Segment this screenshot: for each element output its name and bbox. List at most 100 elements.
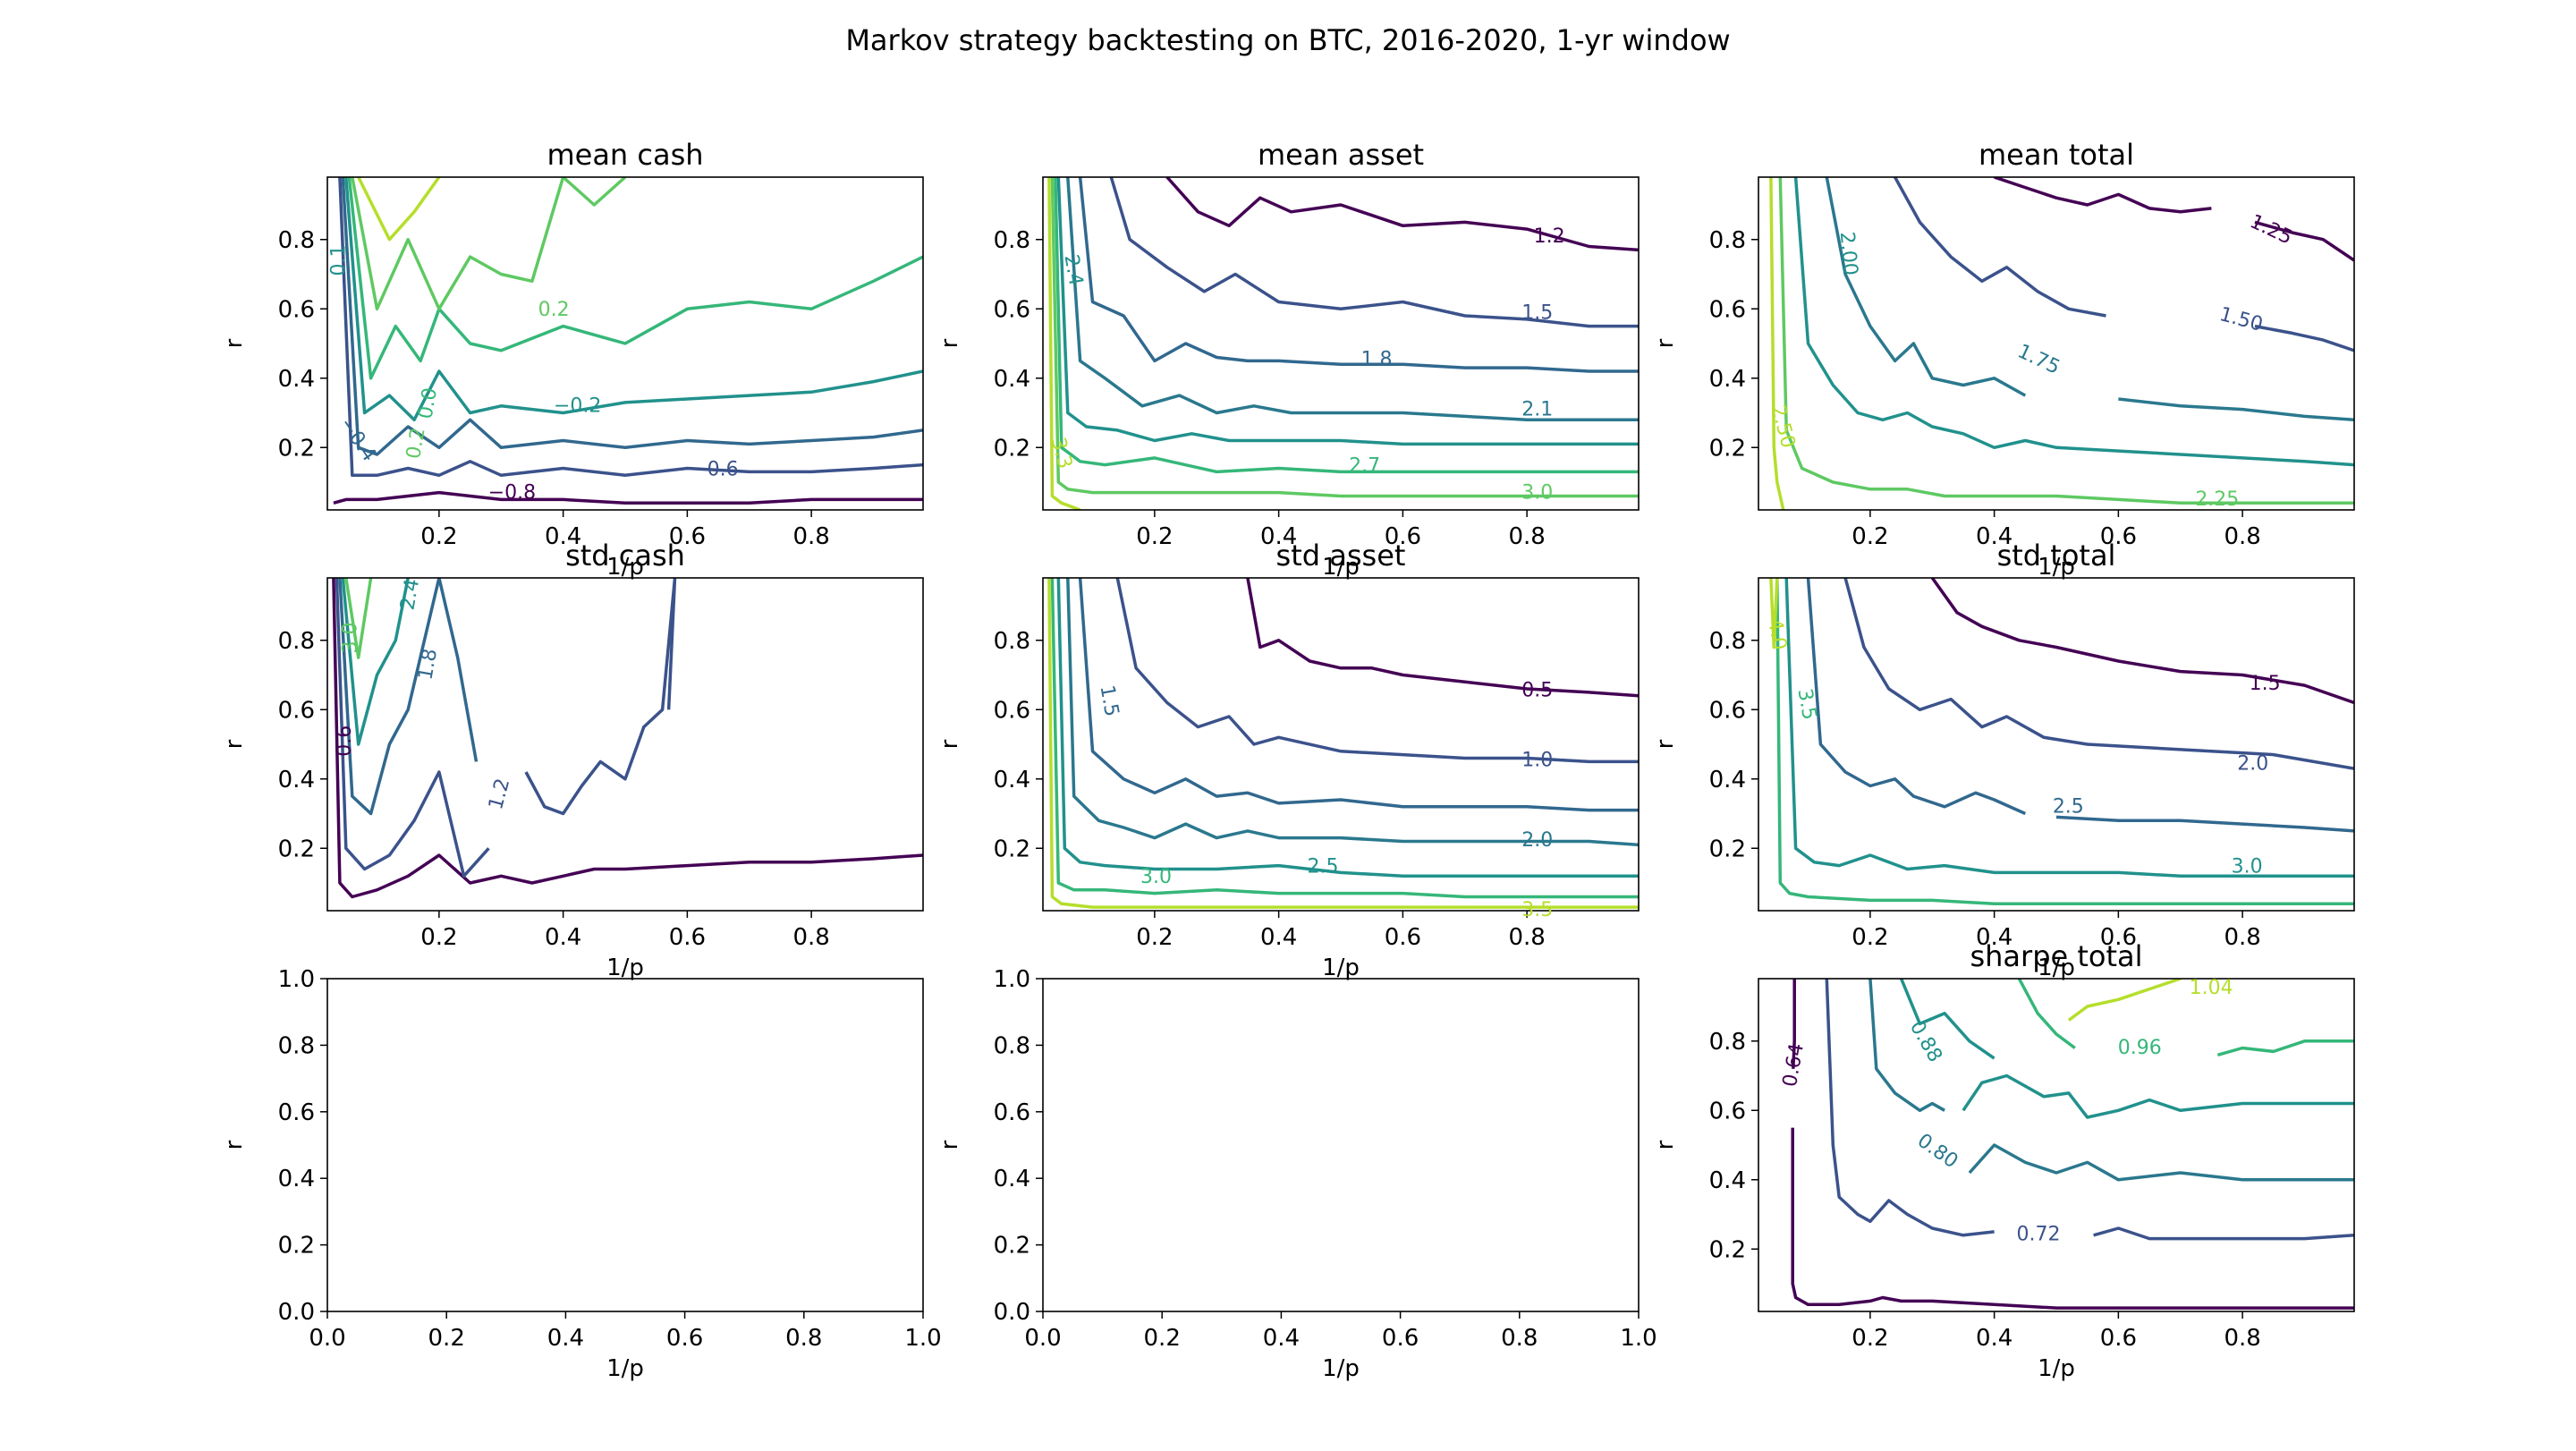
x-tick-label: 0.4: [1260, 924, 1297, 951]
y-tick-label: 0.6: [1709, 296, 1746, 323]
contour-lines: [1769, 578, 2354, 906]
y-axis-label: r: [1652, 338, 1679, 348]
x-tick-label: 0.2: [1144, 1325, 1181, 1352]
x-tick-label: 0.2: [420, 924, 457, 951]
y-tick-label: 0.2: [1709, 435, 1746, 462]
contour-line-2.5: [1806, 578, 2027, 816]
y-tick-label: 0.4: [994, 366, 1030, 393]
contour-label: 1.2: [1534, 225, 1565, 248]
contour-label: 0.2: [402, 426, 430, 461]
contour-lines: [1047, 177, 1639, 510]
contour-line-1.2: [1165, 177, 1639, 252]
contour-line-2.5: [1056, 578, 1639, 878]
x-tick-label: 0.6: [666, 1325, 703, 1352]
contour-line-1.8: [1078, 177, 1639, 373]
contour-label: 2.5: [1308, 856, 1339, 878]
x-axis-label: 1/p: [2038, 1355, 2075, 1382]
subplot-title: sharpe total: [1970, 939, 2142, 973]
y-axis-label: r: [1652, 739, 1679, 749]
contour-label: 1.04: [2190, 977, 2233, 999]
subplot-title: std asset: [1276, 539, 1406, 573]
contour-label: 2.5: [2053, 796, 2084, 819]
x-tick-label: 0.6: [1385, 924, 1421, 951]
y-axis-label: r: [936, 338, 963, 348]
contour-line-2.5: [2055, 815, 2354, 833]
y-tick-label: 0.4: [278, 767, 315, 793]
axes-frame: [1758, 577, 2355, 912]
x-axis-label: 1/p: [606, 955, 644, 981]
x-tick-label: 0.8: [785, 1325, 822, 1352]
contour-line-0.4: [357, 177, 441, 242]
y-tick-label: 0.6: [994, 697, 1030, 724]
subplot-empty-7: 0.0 0.2 0.4 0.6 0.8 1.0 0.0 0.2 0.4 0.6 0.8 1.0 1/p r: [936, 966, 1657, 1382]
contour-label: 0.2: [538, 299, 570, 321]
x-tick-label: 0.2: [428, 1325, 465, 1352]
y-tick-label: 0.4: [1709, 1167, 1746, 1194]
contour-label: 3.0: [1140, 866, 1172, 888]
contour-label: 0.72: [2017, 1223, 2061, 1245]
y-tick-label: 0.6: [994, 1099, 1030, 1126]
contour-lines: [333, 177, 923, 505]
y-tick-label: 0.4: [278, 1166, 315, 1192]
contour-line-0.64: [1792, 979, 1796, 1069]
contour-line-3.3: [1047, 177, 1081, 510]
x-axis-label: 1/p: [606, 554, 644, 581]
contour-lines: [332, 578, 923, 899]
x-axis-label: 1/p: [2038, 554, 2075, 581]
contour-line-1.25: [2254, 220, 2354, 262]
contour-line-1.5: [1109, 177, 1639, 328]
contour-lines: [1791, 979, 2354, 1310]
contour-label: 3.0: [340, 622, 362, 653]
x-tick-label: 0.6: [2100, 1325, 2137, 1352]
contour-line-0.88: [1899, 979, 1996, 1060]
y-tick-label: 0.6: [1709, 1098, 1746, 1124]
y-tick-label: 0.2: [994, 836, 1030, 862]
axes-frame: [326, 577, 924, 912]
x-tick-label: 1.0: [1620, 1325, 1657, 1352]
y-tick-label: 0.6: [278, 697, 315, 724]
contour-line-3.0: [1050, 578, 1639, 899]
axes-frame: [1758, 978, 2355, 1312]
y-tick-label: 0.2: [278, 435, 315, 462]
contour-line-1.25: [1994, 177, 2212, 214]
contour-line-0.0: [347, 177, 923, 380]
contour-line-1.0: [1115, 578, 1639, 764]
figure-title: Markov strategy backtesting on BTC, 2016…: [845, 23, 1730, 57]
x-tick-label: 0.4: [1976, 1325, 2012, 1352]
contour-label: 3.5: [1792, 687, 1820, 722]
contour-line-neg0.6: [338, 177, 923, 478]
contour-line-1.04: [2067, 979, 2182, 1022]
contour-line-2.4: [341, 578, 410, 746]
x-tick-label: 0.8: [792, 924, 829, 951]
y-tick-label: 0.8: [1709, 1029, 1746, 1056]
contour-label: 2.7: [1349, 455, 1380, 478]
y-tick-label: 0.2: [994, 1233, 1030, 1260]
contour-line-3.0: [344, 578, 373, 659]
x-tick-label: 0.8: [2224, 523, 2260, 550]
y-axis-label: r: [936, 739, 963, 749]
y-tick-label: 0.4: [994, 1166, 1030, 1192]
y-tick-label: 0.6: [278, 1099, 315, 1126]
contour-label: 3.5: [1521, 899, 1553, 921]
x-tick-label: 0.4: [545, 523, 581, 550]
contour-label: 3.0: [1521, 481, 1553, 504]
axes-frame: [326, 176, 924, 511]
y-tick-label: 0.8: [1709, 628, 1746, 655]
contour-lines: [1047, 578, 1639, 909]
contour-label: 2.4: [1059, 253, 1087, 288]
contour-line-0.80: [1968, 1143, 2354, 1182]
axes-frame: [1042, 978, 1640, 1312]
x-axis-label: 1/p: [606, 1355, 644, 1382]
x-tick-label: 0.4: [1263, 1325, 1300, 1352]
contour-label: −0.8: [488, 481, 536, 504]
contour-line-3.5: [1047, 578, 1639, 909]
contour-line-1.5: [1930, 578, 2354, 705]
contour-line-0.72: [1825, 979, 1995, 1237]
contour-line-2.50: [1769, 177, 1785, 510]
contour-line-neg0.2: [344, 177, 923, 422]
contour-label: 3.0: [2232, 856, 2263, 878]
contour-line-0.2: [351, 177, 627, 311]
contour-lines: [1769, 177, 2354, 510]
